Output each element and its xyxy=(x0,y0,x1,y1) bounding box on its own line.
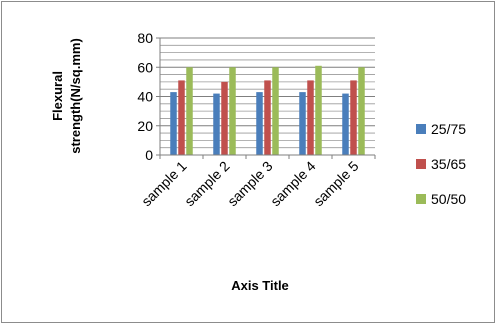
x-tick-label: sample 2 xyxy=(181,158,233,210)
bar-50-50-sample-5 xyxy=(358,67,365,155)
bar-50-50-sample-1 xyxy=(186,67,193,155)
bar-25-75-sample-5 xyxy=(342,93,349,155)
bar-25-75-sample-4 xyxy=(299,92,306,155)
bars xyxy=(170,65,365,155)
y-tick-label: 80 xyxy=(137,30,153,46)
y-tick-label: 20 xyxy=(137,118,153,134)
bar-35-65-sample-2 xyxy=(221,81,228,155)
y-tick-label: 40 xyxy=(137,89,153,105)
legend-label: 25/75 xyxy=(431,121,466,137)
bar-35-65-sample-3 xyxy=(264,80,271,155)
y-tick-label: 0 xyxy=(145,147,153,163)
legend-label: 35/65 xyxy=(431,156,466,172)
bar-50-50-sample-2 xyxy=(229,67,236,155)
bar-25-75-sample-3 xyxy=(256,92,263,155)
legend-swatch xyxy=(416,194,426,204)
y-axis-title-line2: strength(N/sq.mm) xyxy=(68,38,83,154)
bar-35-65-sample-5 xyxy=(350,80,357,155)
y-axis-title-line1: Flexural xyxy=(50,71,65,121)
bar-35-65-sample-4 xyxy=(307,80,314,155)
legend-label: 50/50 xyxy=(431,191,466,207)
legend: 25/75 35/65 50/50 xyxy=(416,121,466,207)
chart-frame xyxy=(1,1,495,323)
bar-25-75-sample-2 xyxy=(213,93,220,155)
x-tick-label: sample 1 xyxy=(138,158,190,210)
bar-25-75-sample-1 xyxy=(170,92,177,155)
legend-swatch xyxy=(416,159,426,169)
bar-50-50-sample-3 xyxy=(272,67,279,155)
legend-swatch xyxy=(416,124,426,134)
x-tick-label: sample 5 xyxy=(310,158,362,210)
x-axis-title: Axis Title xyxy=(231,278,289,293)
axes xyxy=(156,37,376,159)
x-tick-label: sample 4 xyxy=(267,158,319,210)
y-tick-labels: 0 20 40 60 80 xyxy=(137,30,153,163)
bar-35-65-sample-1 xyxy=(178,80,185,155)
x-tick-label: sample 3 xyxy=(224,158,276,210)
y-tick-label: 60 xyxy=(137,59,153,75)
bar-50-50-sample-4 xyxy=(315,65,322,155)
